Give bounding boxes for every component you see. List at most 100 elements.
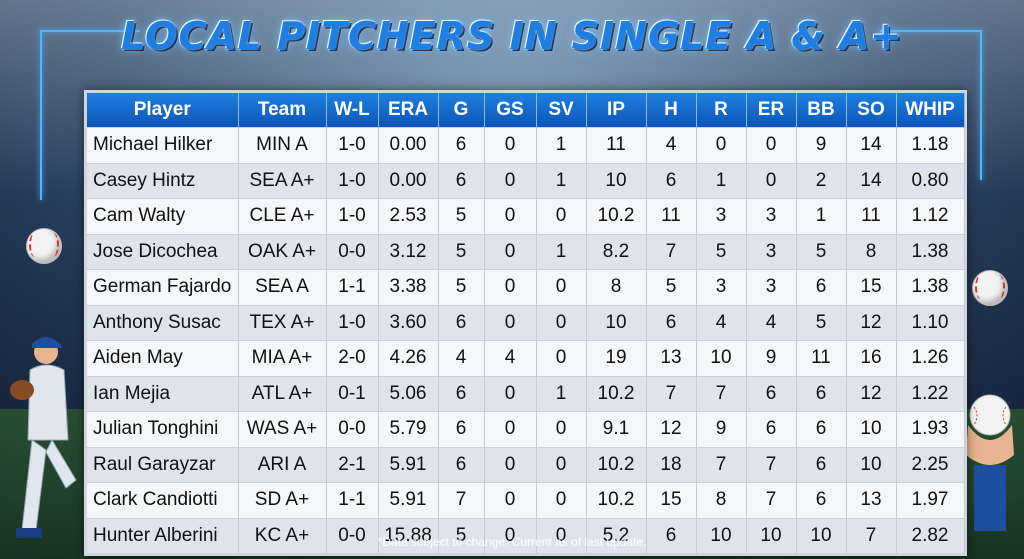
cell-team: SEA A+ <box>238 162 327 199</box>
cell-player: Raul Garayzar <box>87 446 239 483</box>
cell-whip: 2.25 <box>896 446 965 483</box>
cell-team: MIA A+ <box>238 340 327 376</box>
cell-g: 6 <box>438 375 485 412</box>
cell-h: 4 <box>646 127 697 163</box>
column-header-player: Player <box>87 93 239 128</box>
cell-w-l: 2-0 <box>326 340 379 376</box>
cell-sv: 0 <box>536 411 587 447</box>
column-header-g: G <box>438 93 485 128</box>
cell-whip: 2.82 <box>896 517 965 553</box>
cell-bb: 6 <box>796 375 847 412</box>
cell-player: Anthony Susac <box>87 304 239 341</box>
cell-w-l: 0-0 <box>326 517 379 553</box>
cell-r: 10 <box>696 340 747 376</box>
hand-holding-baseball-illustration <box>966 394 1014 531</box>
cell-g: 6 <box>438 162 485 199</box>
cell-sv: 0 <box>536 304 587 341</box>
cell-h: 18 <box>646 446 697 483</box>
cell-era: 0.00 <box>378 162 439 199</box>
frame-left-vertical <box>40 30 42 200</box>
cell-gs: 0 <box>484 446 537 483</box>
table-row: Michael Hilker MIN A 1-0 0.00 6 0 1 11 4 0 0 9 14 1.1… <box>87 127 965 163</box>
cell-so: 12 <box>846 375 897 412</box>
baseball-icon <box>972 270 1008 306</box>
cell-team: SD A+ <box>238 482 327 518</box>
cell-so: 10 <box>846 446 897 483</box>
table-row: Aiden May MIA A+ 2-0 4.26 4 4 0 19 13 10 9 11 16 1.26 <box>87 340 965 376</box>
cell-so: 12 <box>846 304 897 341</box>
cell-bb: 5 <box>796 304 847 341</box>
cell-sv: 1 <box>536 375 587 412</box>
cell-h: 6 <box>646 162 697 199</box>
cell-r: 8 <box>696 482 747 518</box>
cell-er: 7 <box>746 482 797 518</box>
column-header-so: SO <box>846 93 897 128</box>
table-row: Ian Mejia ATL A+ 0-1 5.06 6 0 1 10.2 7 7 6 6 12 1.22 <box>87 375 965 412</box>
cell-player: Michael Hilker <box>87 127 239 163</box>
cell-g: 6 <box>438 304 485 341</box>
cell-er: 3 <box>746 233 797 270</box>
cell-g: 6 <box>438 127 485 163</box>
pitcher-illustration <box>10 337 77 538</box>
cell-bb: 6 <box>796 446 847 483</box>
cell-bb: 2 <box>796 162 847 199</box>
cell-r: 10 <box>696 517 747 553</box>
cell-ip: 10 <box>586 304 647 341</box>
frame-right-vertical <box>980 30 982 180</box>
column-header-sv: SV <box>536 93 587 128</box>
cell-era: 5.91 <box>378 482 439 518</box>
cell-er: 6 <box>746 411 797 447</box>
cell-r: 1 <box>696 162 747 199</box>
cell-era: 3.12 <box>378 233 439 270</box>
cell-h: 11 <box>646 198 697 234</box>
cell-player: Clark Candiotti <box>87 482 239 518</box>
cell-h: 5 <box>646 269 697 305</box>
cell-bb: 1 <box>796 198 847 234</box>
table-row: Clark Candiotti SD A+ 1-1 5.91 7 0 0 10.2 15 8 7 6 1… <box>87 482 965 518</box>
cell-h: 7 <box>646 375 697 412</box>
column-header-era: ERA <box>378 93 439 128</box>
frame-right-accent <box>880 30 980 32</box>
cell-h: 12 <box>646 411 697 447</box>
cell-r: 0 <box>696 127 747 163</box>
cell-w-l: 1-0 <box>326 198 379 234</box>
cell-team: OAK A+ <box>238 233 327 270</box>
cell-era: 5.91 <box>378 446 439 483</box>
cell-whip: 1.38 <box>896 269 965 305</box>
cell-sv: 0 <box>536 198 587 234</box>
cell-ip: 10.2 <box>586 482 647 518</box>
cell-whip: 1.26 <box>896 340 965 376</box>
footnote: *Data subject to change. Current as of l… <box>377 535 647 549</box>
table-row: Anthony Susac TEX A+ 1-0 3.60 6 0 0 10 6 4 4 5 12 1.1… <box>87 304 965 341</box>
cell-so: 14 <box>846 127 897 163</box>
cell-sv: 1 <box>536 233 587 270</box>
cell-whip: 1.97 <box>896 482 965 518</box>
table-row: Jose Dicochea OAK A+ 0-0 3.12 5 0 1 8.2 7 5 3 5 8 1.3… <box>87 233 965 270</box>
cell-team: ATL A+ <box>238 375 327 412</box>
cell-h: 6 <box>646 517 697 553</box>
cell-whip: 1.10 <box>896 304 965 341</box>
cell-ip: 9.1 <box>586 411 647 447</box>
cell-era: 15.88 <box>378 517 439 553</box>
cell-gs: 0 <box>484 162 537 199</box>
cell-w-l: 1-0 <box>326 162 379 199</box>
cell-er: 3 <box>746 198 797 234</box>
cell-gs: 0 <box>484 233 537 270</box>
cell-r: 5 <box>696 233 747 270</box>
cell-h: 13 <box>646 340 697 376</box>
table-body: Michael Hilker MIN A 1-0 0.00 6 0 1 11 4 0 0 9 14 1.1… <box>87 127 965 553</box>
cell-gs: 0 <box>484 517 537 553</box>
cell-player: Hunter Alberini <box>87 517 239 553</box>
cell-team: KC A+ <box>238 517 327 553</box>
cell-whip: 1.93 <box>896 411 965 447</box>
cell-ip: 5.2 <box>586 517 647 553</box>
cell-ip: 11 <box>586 127 647 163</box>
cell-gs: 4 <box>484 340 537 376</box>
cell-team: ARI A <box>238 446 327 483</box>
cell-whip: 1.12 <box>896 198 965 234</box>
cell-er: 7 <box>746 446 797 483</box>
cell-er: 9 <box>746 340 797 376</box>
column-header-er: ER <box>746 93 797 128</box>
cell-era: 5.79 <box>378 411 439 447</box>
cell-ip: 8 <box>586 269 647 305</box>
